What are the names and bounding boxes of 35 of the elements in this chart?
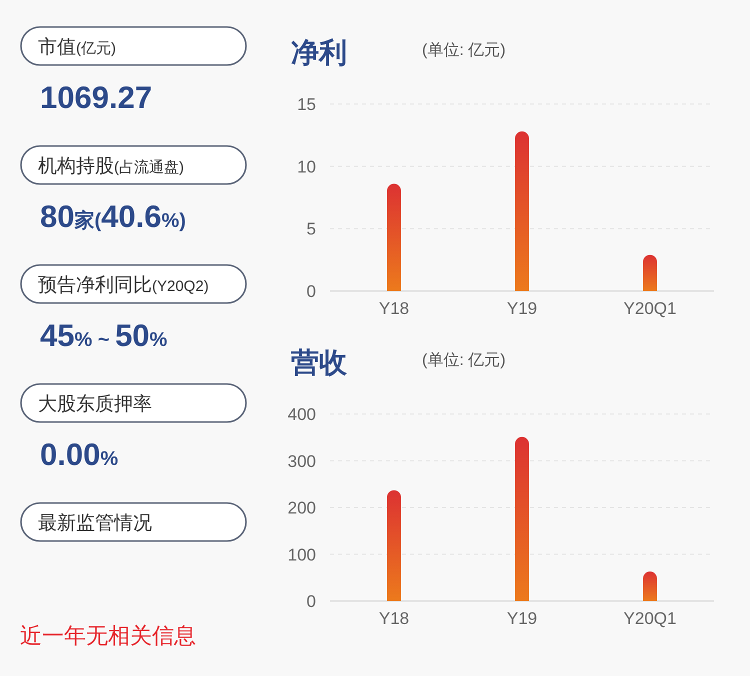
x-tick-label: Y20Q1 bbox=[624, 609, 676, 628]
x-tick-label: Y19 bbox=[506, 609, 538, 628]
bar bbox=[643, 572, 657, 601]
y-tick-label: 100 bbox=[288, 545, 316, 564]
text: 预告净利同比(Y20Q2) bbox=[38, 275, 209, 296]
text: 近一年无相关信息 bbox=[20, 623, 196, 648]
text: 80家(40.6%) bbox=[40, 199, 186, 234]
text: 0.00% bbox=[40, 437, 118, 472]
bar bbox=[515, 436, 529, 601]
x-tick-label: Y18 bbox=[378, 609, 410, 628]
bar bbox=[515, 131, 529, 291]
bar bbox=[643, 254, 657, 291]
x-tick-label: Y20Q1 bbox=[624, 299, 676, 318]
text: 1069.27 bbox=[40, 80, 152, 115]
chart-subtitle: (单位: 亿元) bbox=[422, 41, 506, 59]
y-tick-label: 0 bbox=[306, 592, 316, 611]
x-tick-label: Y19 bbox=[506, 299, 538, 318]
y-tick-label: 400 bbox=[288, 405, 316, 424]
y-tick-label: 200 bbox=[288, 498, 316, 518]
y-tick-label: 10 bbox=[297, 157, 316, 176]
y-tick-label: 0 bbox=[306, 282, 316, 301]
y-tick-label: 5 bbox=[306, 220, 316, 239]
y-tick-label: 15 bbox=[297, 95, 316, 114]
bar bbox=[387, 490, 401, 601]
bar bbox=[387, 184, 401, 291]
text: 机构持股(占流通盘) bbox=[38, 156, 184, 177]
text: 45% ~ 50% bbox=[40, 318, 168, 353]
text: 大股东质押率 bbox=[38, 393, 152, 415]
text: 市值(亿元) bbox=[38, 36, 116, 58]
chart-title: 营收 bbox=[290, 347, 348, 378]
chart-subtitle: (单位: 亿元) bbox=[422, 351, 506, 369]
x-tick-label: Y18 bbox=[378, 299, 410, 318]
text: 最新监管情况 bbox=[38, 512, 152, 534]
chart-title: 净利 bbox=[291, 37, 347, 68]
y-tick-label: 300 bbox=[288, 452, 316, 471]
